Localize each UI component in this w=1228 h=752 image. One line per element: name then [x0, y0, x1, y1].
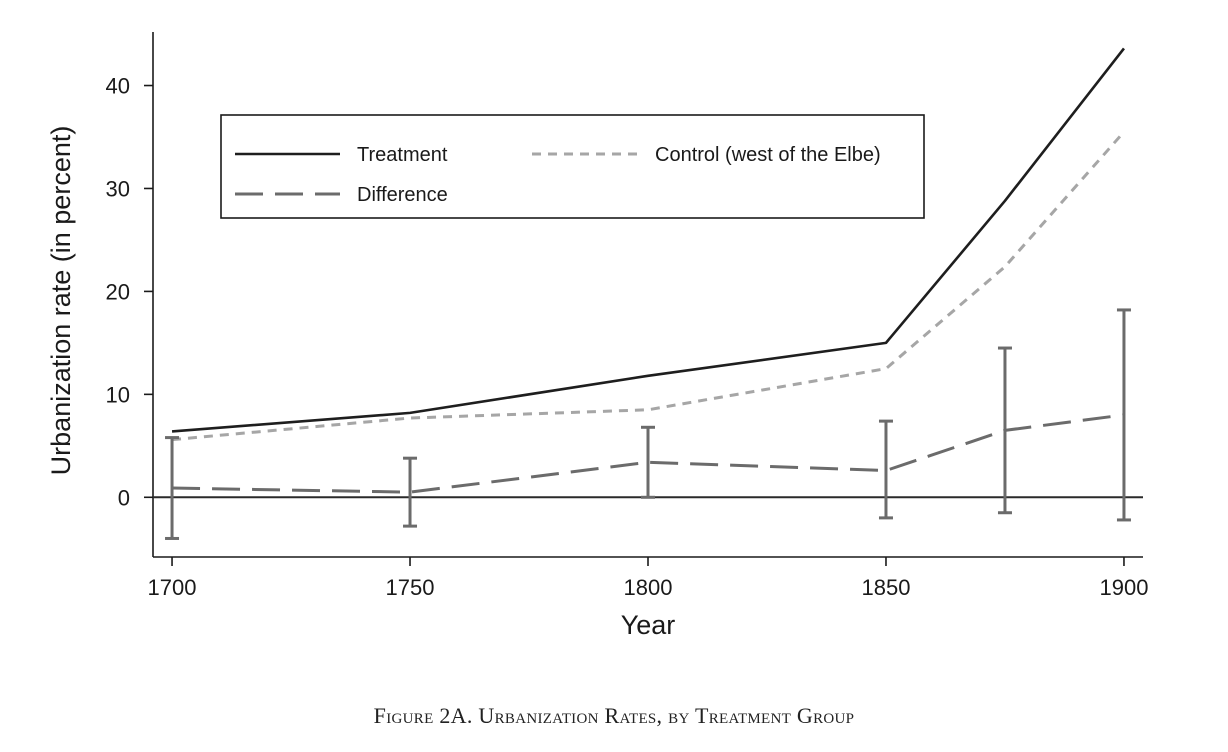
chart-legend: Treatment Control (west of the Elbe) Dif…: [220, 114, 925, 219]
y-tick-label: 20: [106, 279, 130, 304]
legend-label-treatment: Treatment: [357, 144, 448, 166]
error-bar: [1116, 308, 1131, 522]
x-axis-ticks: 1700 1750 1800 1850 1900: [148, 557, 1148, 600]
error-bar: [165, 436, 180, 540]
error-bar: [878, 419, 893, 520]
error-bar: [403, 456, 418, 528]
legend-box: [220, 114, 925, 219]
series-line-difference: [172, 413, 1125, 494]
x-axis-title: Year: [621, 610, 676, 640]
error-bar: [997, 346, 1012, 515]
x-tick-label: 1750: [386, 575, 435, 600]
x-tick-label: 1850: [862, 575, 911, 600]
y-axis-title: Urbanization rate (in percent): [46, 126, 76, 476]
series-line-control: [171, 130, 1126, 442]
y-tick-label: 30: [106, 176, 130, 201]
error-bar: [641, 425, 655, 499]
y-tick-label: 0: [118, 485, 130, 510]
error-bars: [165, 308, 1131, 540]
y-tick-label: 10: [106, 382, 130, 407]
x-tick-label: 1900: [1099, 575, 1148, 600]
x-tick-label: 1800: [624, 575, 673, 600]
x-tick-label: 1700: [148, 575, 197, 600]
y-axis-ticks: 0 10 20 30 40: [106, 74, 153, 510]
y-tick-label: 40: [106, 74, 130, 99]
legend-label-control: Control (west of the Elbe): [655, 144, 881, 166]
figure-caption: Figure 2A. Urbanization Rates, by Treatm…: [373, 703, 855, 728]
series-layer: [171, 47, 1126, 494]
legend-label-difference: Difference: [357, 184, 448, 206]
line-chart: 1700 1750 1800 1850 1900 0 10 20 30 40 Year Urba…: [46, 32, 1148, 640]
series-line-treatment: [171, 47, 1125, 433]
